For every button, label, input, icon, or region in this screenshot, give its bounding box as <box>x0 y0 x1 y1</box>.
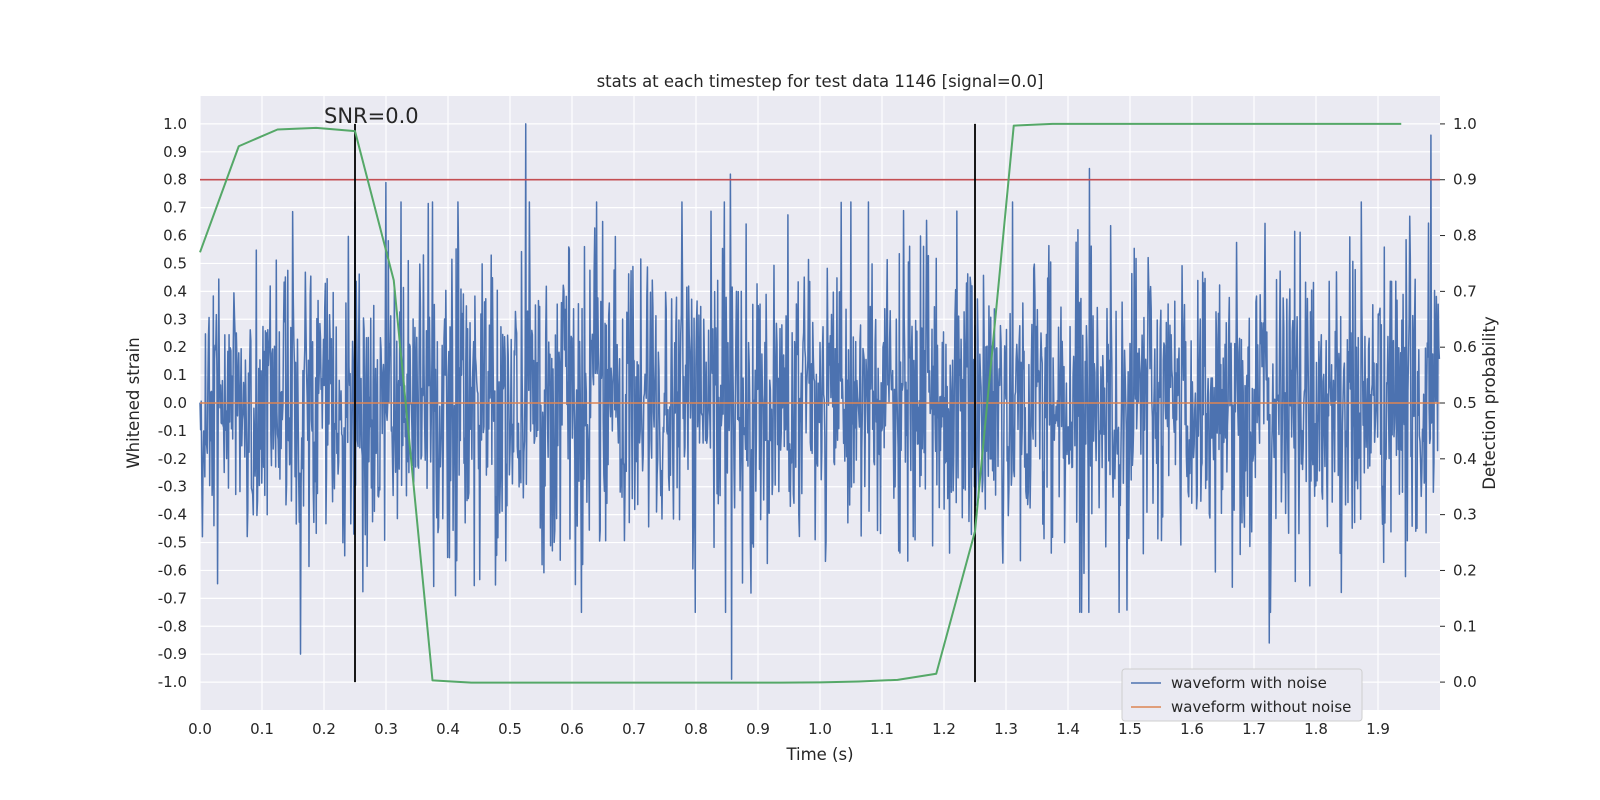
y2-tick-label: 0.5 <box>1453 394 1477 412</box>
y2-tick-label: 0.6 <box>1453 338 1477 356</box>
y-ticks: 1.0 0.9 0.8 0.7 0.6 0.5 0.4 0.3 0.2 0.1 0.0 -0.1 -0.… <box>158 115 187 691</box>
lines <box>199 122 1440 684</box>
y-tick-label: -0.6 <box>158 561 187 579</box>
y2-tick-label: 0.9 <box>1453 171 1477 189</box>
x-tick-label: 0.3 <box>374 720 398 738</box>
x-tick-label: 0.8 <box>684 720 708 738</box>
y2-tick-label: 1.0 <box>1453 115 1477 133</box>
snr-annotation: SNR=0.0 <box>324 104 419 128</box>
legend-box <box>1121 668 1363 722</box>
legend: waveform with noise waveform without noi… <box>1121 668 1363 722</box>
y2-ticks: 1.0 0.9 0.8 0.7 0.6 0.5 0.4 0.3 0.2 0.1 0.0 <box>1440 115 1477 691</box>
x-tick-label: 1.3 <box>994 720 1018 738</box>
y-tick-label: 0.7 <box>163 199 187 217</box>
detection-probability-line <box>199 122 1402 684</box>
x-tick-label: 0.5 <box>498 720 522 738</box>
y2-tick-label: 0.1 <box>1453 617 1477 635</box>
x-tick-label: 0.2 <box>312 720 336 738</box>
x-tick-label: 0.9 <box>746 720 770 738</box>
noise-series <box>199 123 1441 681</box>
y-tick-label: 0.4 <box>163 282 187 300</box>
y-tick-label: 0.3 <box>163 310 187 328</box>
legend-label-clean: waveform without noise <box>1171 698 1351 716</box>
x-axis-label: Time (s) <box>785 745 853 764</box>
y-tick-label: -0.2 <box>158 450 187 468</box>
y-tick-label: -0.1 <box>158 422 187 440</box>
y-tick-label: -0.9 <box>158 645 187 663</box>
y-axis-label: Whitened strain <box>124 337 143 468</box>
y-tick-label: -0.5 <box>158 534 187 552</box>
x-tick-label: 0.6 <box>560 720 584 738</box>
x-tick-label: 1.6 <box>1180 720 1204 738</box>
y2-tick-label: 0.3 <box>1453 506 1477 524</box>
y-tick-label: -1.0 <box>158 673 187 691</box>
x-tick-label: 1.5 <box>1118 720 1142 738</box>
y2-tick-label: 0.2 <box>1453 561 1477 579</box>
x-tick-label: 0.4 <box>436 720 460 738</box>
x-tick-label: 1.1 <box>870 720 894 738</box>
y-tick-label: 0.0 <box>163 394 187 412</box>
x-tick-label: 0.0 <box>188 720 212 738</box>
y-tick-label: 0.8 <box>163 171 187 189</box>
noisy-waveform-line <box>199 123 1441 681</box>
y-tick-label: -0.4 <box>158 506 187 524</box>
x-tick-label: 1.8 <box>1304 720 1328 738</box>
x-tick-label: 1.9 <box>1366 720 1390 738</box>
x-tick-label: 0.1 <box>250 720 274 738</box>
x-tick-label: 1.0 <box>808 720 832 738</box>
y-tick-label: 0.9 <box>163 143 187 161</box>
y2-tick-label: 0.7 <box>1453 282 1477 300</box>
y-tick-label: 0.2 <box>163 338 187 356</box>
y2-tick-label: 0.8 <box>1453 227 1477 245</box>
y-tick-label: -0.3 <box>158 478 187 496</box>
x-tick-label: 1.4 <box>1056 720 1080 738</box>
y2-axis-label: Detection probability <box>1480 316 1499 490</box>
x-tick-label: 1.2 <box>932 720 956 738</box>
y2-tick-label: 0.0 <box>1453 673 1477 691</box>
x-ticks: 0.0 0.1 0.2 0.3 0.4 0.5 0.6 0.7 0.8 0.9 1.0 1.1 1.2 1… <box>188 720 1390 738</box>
y-tick-label: 0.5 <box>163 254 187 272</box>
y-tick-label: -0.7 <box>158 589 187 607</box>
chart-title: stats at each timestep for test data 114… <box>597 72 1044 91</box>
x-tick-label: 1.7 <box>1242 720 1266 738</box>
y-tick-label: 0.1 <box>163 366 187 384</box>
x-tick-label: 0.7 <box>622 720 646 738</box>
y-tick-label: 0.6 <box>163 227 187 245</box>
legend-label-noisy: waveform with noise <box>1171 674 1327 692</box>
y-tick-label: -0.8 <box>158 617 187 635</box>
y2-tick-label: 0.4 <box>1453 450 1477 468</box>
y-tick-label: 1.0 <box>163 115 187 133</box>
